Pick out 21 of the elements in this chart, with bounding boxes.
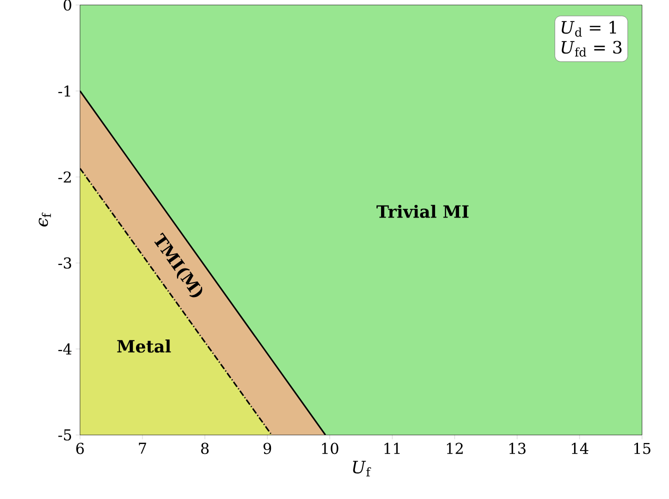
x-tick-label: 15 — [634, 442, 650, 454]
y-tick-label: -2 — [58, 171, 71, 183]
x-tick-label: 11 — [384, 442, 400, 454]
x-tick-label: 9 — [264, 442, 272, 454]
y-tick-label: -1 — [58, 85, 70, 97]
x-tick-label: 12 — [446, 442, 463, 454]
x-tick-label: 7 — [138, 442, 146, 454]
y-tick-label: -4 — [58, 343, 72, 355]
annotation: U$_{fd}$ = 3 — [562, 40, 622, 57]
band-label: Trivial MI — [376, 204, 469, 218]
x-tick-label: 14 — [572, 442, 588, 454]
series-label: Metal — [117, 340, 171, 353]
x-tick-label: 13 — [509, 442, 526, 454]
y-axis-title: ϵ$_{f}$ — [38, 212, 51, 226]
y-tick-label: -3 — [58, 257, 72, 269]
y-tick-label: -5 — [58, 429, 72, 441]
x-tick-label: 10 — [322, 442, 338, 454]
x-tick-label: 6 — [76, 442, 84, 454]
x-tick-label: 8 — [201, 442, 209, 454]
annotation: U$_{d}$ = 1 — [562, 20, 616, 37]
x-axis-title: U$_{f}$ — [353, 460, 372, 476]
